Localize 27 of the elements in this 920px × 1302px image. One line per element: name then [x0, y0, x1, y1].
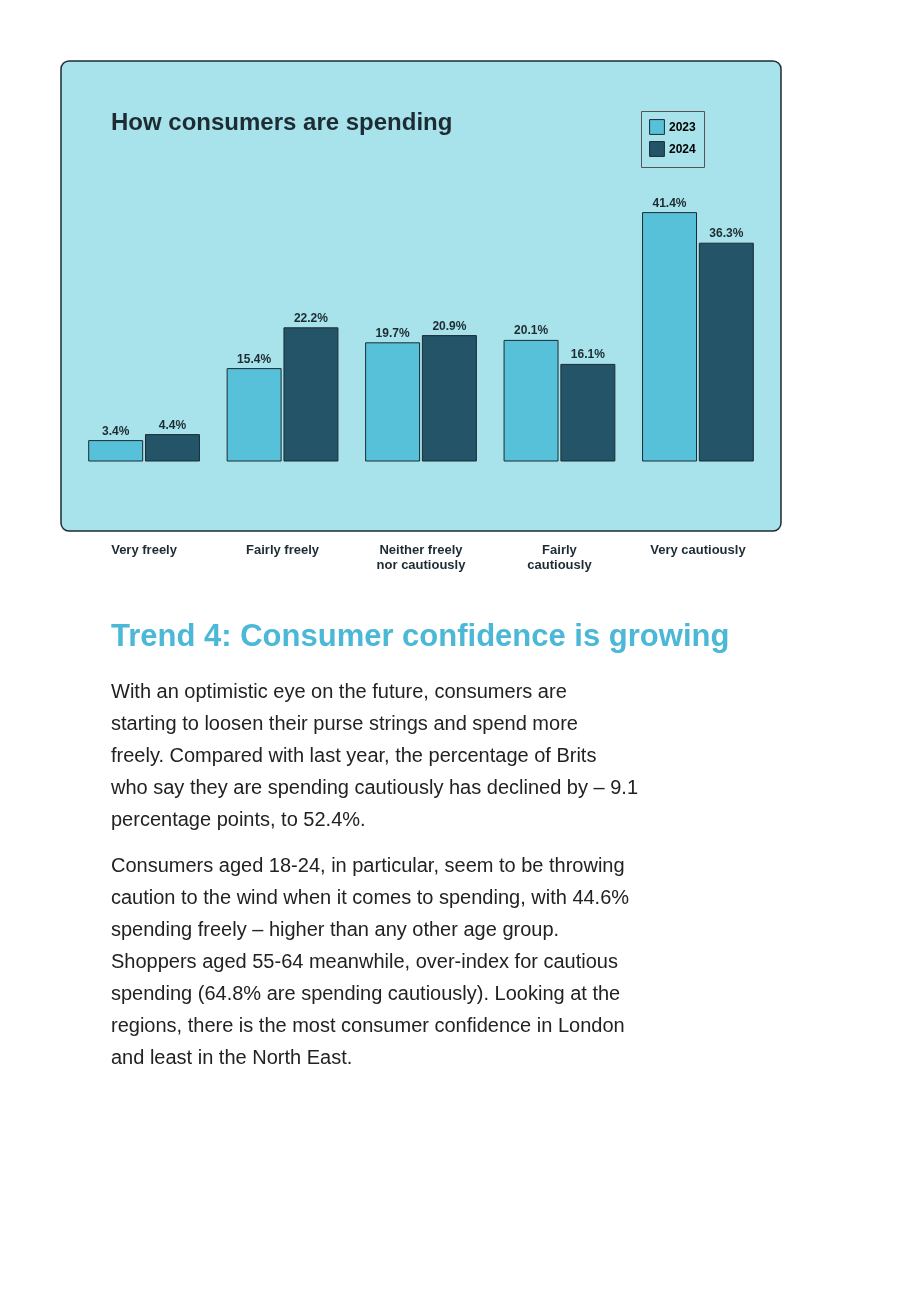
- data-label: 36.3%: [709, 226, 744, 241]
- bar: [698, 242, 754, 462]
- x-tick-label: Very freely: [111, 541, 178, 557]
- x-tick-label: Fairly freely: [246, 541, 320, 557]
- text: With an optimistic eye on the future, consumers are starting to loosen their purse strings and spend more freely. Compared with last year, the percentage of Brits who say they are spending cautiously has declined by – 9.1 percentage points, to 52.4%.: [110, 680, 639, 830]
- legend-label: 2024: [669, 142, 697, 156]
- data-label: 41.4%: [652, 195, 687, 210]
- data-label: 19.7%: [375, 325, 410, 340]
- data-label: 16.1%: [570, 347, 606, 362]
- x-tick-label: Fairly cautiously: [527, 541, 593, 572]
- bar: [145, 434, 200, 462]
- bar: [365, 342, 421, 462]
- bar: [88, 440, 144, 462]
- data-label: 4.4%: [158, 417, 187, 432]
- legend-label: 2023: [669, 120, 697, 134]
- data-label: 20.1%: [514, 323, 549, 338]
- x-tick-label: Very cautiously: [650, 541, 747, 557]
- chart-title: How consumers are spending: [111, 108, 453, 135]
- text: Consumers aged 18-24, in particular, seem to be throwing caution to the wind when it comes to spending, with 44.6% spending freely – higher than any other age group. Shoppers aged 55-64 meanwhile, over-index for cautious spending (64.8% are spending cautiously). Looking at the regions, there is the most consumer confidence in London and least in the North East.: [111, 854, 630, 1068]
- text: Trend 4: Consumer confidence is growing: [111, 618, 730, 653]
- data-label: 15.4%: [237, 351, 272, 366]
- data-label: 22.2%: [293, 310, 329, 325]
- data-label: 3.4%: [101, 423, 130, 438]
- data-label: 20.9%: [432, 318, 467, 333]
- bar: [642, 212, 697, 462]
- bar: [421, 335, 477, 462]
- x-tick-label: Neither freely nor cautiously: [376, 541, 467, 572]
